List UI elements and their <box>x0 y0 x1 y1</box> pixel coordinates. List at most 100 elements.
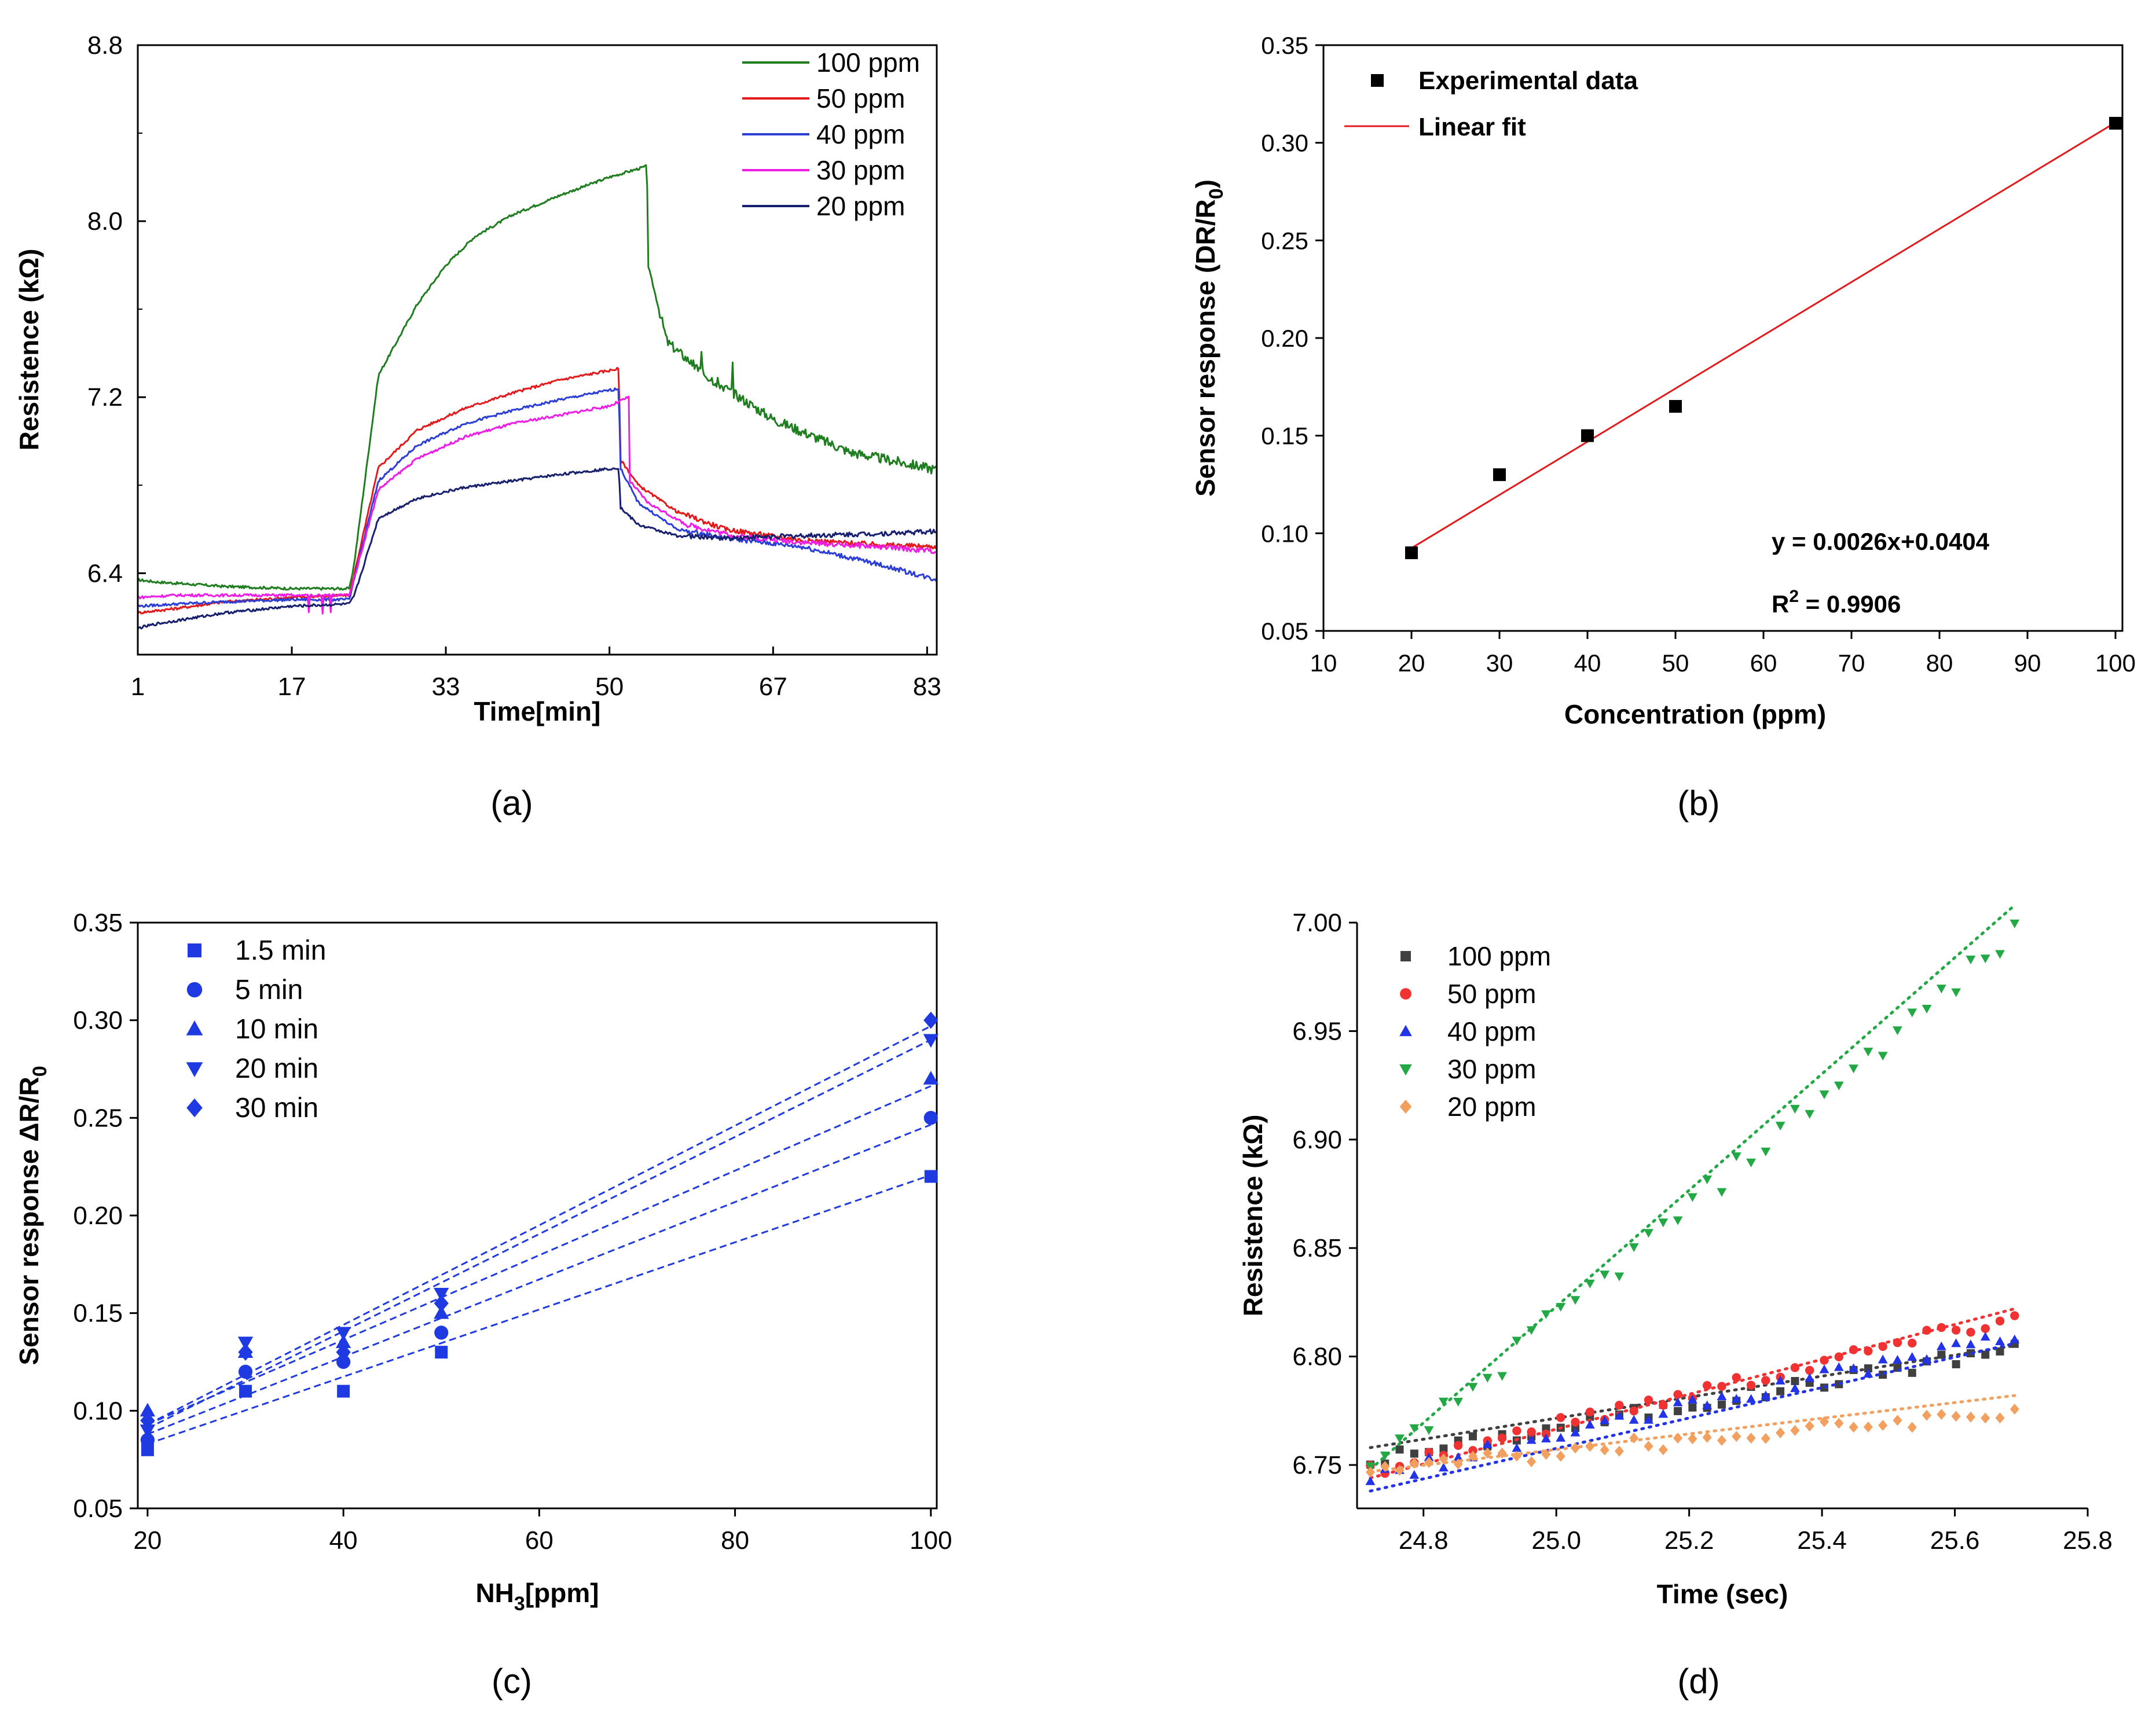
data-point <box>140 1412 155 1430</box>
chart-b: 10 20 30 40 50 60 70 80 90 1000.050.100.150.200.2… <box>1190 32 2136 822</box>
data-point <box>1995 1316 2005 1326</box>
data-point <box>1424 1448 1433 1457</box>
y-tick-label: 0.20 <box>1261 325 1308 352</box>
chart-b-ylabel: Sensor response (DR/R0) <box>1190 179 1227 497</box>
y-tick-label: 0.10 <box>1261 520 1308 547</box>
data-point <box>1893 1354 1902 1364</box>
x-tick-label: 20 <box>1398 649 1425 677</box>
legend-item-40ppm: 40 ppm <box>742 119 905 149</box>
data-point <box>1673 1216 1683 1225</box>
data-point <box>1951 1338 1961 1347</box>
r2-label: R <box>1772 590 1789 618</box>
data-point <box>434 1288 449 1302</box>
chart-c-ticks: 20 40 60 80 100 0.05 0.10 0.15 0.20 0.25 0.30 0.35 <box>73 909 952 1555</box>
chart-a-ticks: 1 17 33 50 67 83 6.4 7.2 8.0 8.8 <box>87 31 941 701</box>
data-point <box>1453 1458 1463 1470</box>
fit-line <box>147 1025 932 1426</box>
data-point <box>1966 1328 1975 1337</box>
panel-label-a: (a) <box>490 784 533 822</box>
data-point <box>335 1334 351 1349</box>
ylabel-sub: 0 <box>29 1066 51 1077</box>
data-point <box>1937 1323 1946 1332</box>
legend-marker <box>1400 951 1411 961</box>
x-tick-label: 25.6 <box>1930 1526 1980 1555</box>
data-point <box>1731 1152 1741 1162</box>
chart-c-xlabel: NH3[ppm] <box>475 1578 599 1615</box>
legend-label: 100 ppm <box>816 47 920 78</box>
legend-label: 20 min <box>235 1053 318 1084</box>
legend-label: 30 min <box>235 1093 318 1123</box>
data-point <box>1775 1375 1785 1385</box>
data-point <box>1893 1026 1902 1035</box>
x-tick-label: 60 <box>1750 649 1777 677</box>
data-point <box>1644 1441 1653 1452</box>
data-point <box>337 1385 350 1398</box>
data-point <box>1922 1354 1932 1363</box>
data-point <box>923 1011 938 1029</box>
data-point <box>1878 1052 1888 1061</box>
chart-c-ylabel: Sensor response ΔR/R0 <box>14 1066 51 1365</box>
data-point <box>1790 1104 1800 1114</box>
x-tick-label: 67 <box>759 673 787 701</box>
panel-label-c: (c) <box>492 1662 532 1701</box>
data-point <box>1775 1122 1785 1131</box>
legend-label: 50 ppm <box>1447 979 1536 1009</box>
data-point <box>1581 429 1594 442</box>
legend-label: 1.5 min <box>235 935 326 966</box>
data-point <box>1864 1346 1873 1356</box>
y-tick-label: 6.4 <box>87 559 123 587</box>
data-point <box>1731 1394 1741 1403</box>
data-point <box>1512 1450 1521 1462</box>
data-point <box>1380 1451 1390 1460</box>
x-tick-label: 25.0 <box>1531 1526 1581 1555</box>
data-point <box>2010 1334 2020 1343</box>
legend-marker <box>1399 1024 1412 1037</box>
data-point <box>1659 1401 1668 1410</box>
data-point <box>1424 1426 1434 1435</box>
data-point <box>1615 1401 1624 1410</box>
legend-label: 40 ppm <box>1447 1016 1536 1046</box>
x-tick-label: 1 <box>131 673 145 701</box>
data-point <box>1980 954 1990 964</box>
data-point <box>1658 1444 1668 1456</box>
y-tick-label: 8.8 <box>87 31 123 60</box>
legend-label: 50 ppm <box>816 83 905 113</box>
fit-line <box>147 1085 932 1426</box>
fit-line <box>147 1174 932 1445</box>
data-point <box>1365 1476 1376 1485</box>
data-point <box>1629 1406 1638 1416</box>
data-point <box>1585 1279 1595 1288</box>
data-point <box>140 1402 156 1417</box>
data-point <box>1790 1363 1800 1372</box>
data-point <box>1863 1368 1873 1378</box>
x-tick-label: 20 <box>133 1526 162 1555</box>
chart-d-marks <box>1365 904 2020 1493</box>
x-tick-label: 33 <box>432 673 460 701</box>
data-point <box>1966 1411 1975 1423</box>
linear-fit-line <box>1411 122 2116 549</box>
legend-label: Experimental data <box>1418 67 1638 95</box>
data-point <box>1673 1433 1683 1444</box>
y-tick-label: 0.25 <box>73 1104 123 1132</box>
data-point <box>1658 1409 1669 1418</box>
series-line-40ppm <box>137 387 937 608</box>
chart-a-xlabel: Time[min] <box>474 696 601 726</box>
legend-item-20ppm: 20 ppm <box>742 191 905 221</box>
data-point <box>1409 1457 1419 1469</box>
fit-line <box>1369 904 2016 1471</box>
data-point <box>1468 1446 1477 1455</box>
data-point <box>1805 1110 1815 1119</box>
data-point <box>1893 1338 1902 1347</box>
data-point <box>1878 1342 1887 1352</box>
data-point <box>1424 1452 1434 1461</box>
data-point <box>1482 1374 1493 1383</box>
panel-label-d: (d) <box>1677 1662 1719 1701</box>
xlabel-tail: [ppm] <box>525 1578 599 1608</box>
data-point <box>1674 1406 1682 1415</box>
data-point <box>140 1433 155 1448</box>
data-point <box>1439 1444 1448 1453</box>
data-point <box>1585 1441 1595 1452</box>
data-point <box>1526 1435 1537 1444</box>
chart-a-legend: 100 ppm 50 ppm 40 ppm 30 ppm 20 ppm <box>742 47 920 221</box>
